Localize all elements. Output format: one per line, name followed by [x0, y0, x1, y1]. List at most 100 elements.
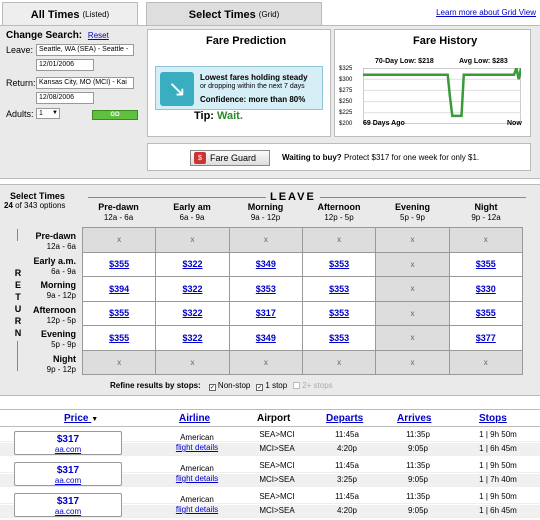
sort-price-link[interactable]: Price ▼	[64, 413, 98, 424]
leave-city-input[interactable]: Seattle, WA (SEA) - Seattle -	[36, 44, 134, 56]
itinerary-price: $317	[56, 496, 80, 507]
leave-date-input[interactable]: 12/01/2006	[36, 59, 94, 71]
grid-row: $394 $322 $353 $353 x $330	[83, 277, 523, 302]
sort-down-icon: ▼	[91, 416, 99, 423]
chart-frame	[363, 68, 521, 124]
sort-stops-link[interactable]: Stops	[479, 413, 507, 424]
grid-cell-unavailable: x	[376, 350, 450, 375]
flight-details-link[interactable]: flight details	[175, 474, 219, 483]
refine-stops: Refine results by stops: ✓ Non-stop ✓ 1 sto…	[110, 381, 333, 391]
grid-cell-unavailable: x	[376, 277, 450, 302]
arrow-down-right-icon: ↘	[160, 72, 194, 106]
grid-cell-price[interactable]: $355	[449, 252, 523, 277]
itinerary-price: $317	[56, 465, 80, 476]
grid-cell-price[interactable]: $355	[83, 301, 157, 326]
itinerary-leg-row: SEA>MCI 11:45a 11:35p 1 | 9h 50m	[0, 460, 540, 473]
column-header: Afternoon 12p - 5p	[303, 202, 376, 223]
column-range: 12a - 6a	[103, 213, 134, 222]
tab-all-times-label: All Times	[30, 8, 80, 21]
flight-details-link[interactable]: flight details	[175, 443, 219, 452]
grid-cell-price[interactable]: $353	[302, 301, 377, 326]
return-letter: T	[15, 292, 21, 302]
sort-airline-link[interactable]: Airline	[179, 413, 211, 424]
tab-all-times[interactable]: All Times (Listed)	[2, 2, 138, 26]
reset-link[interactable]: Reset	[87, 31, 109, 40]
leg-airport: MCI>SEA	[259, 506, 295, 515]
row-header: Evening 5p - 9p	[28, 329, 76, 350]
row-name: Pre-dawn	[35, 231, 76, 241]
price-button[interactable]: $317 aa.com	[14, 493, 122, 517]
grid-cell-price[interactable]: $353	[229, 277, 303, 302]
leg-departs: 3:25p	[336, 475, 358, 484]
grid-cell-unavailable: x	[83, 350, 157, 375]
booking-site-link[interactable]: aa.com	[54, 445, 82, 454]
return-city-input[interactable]: Kansas City, MO (MCI) - Kai	[36, 77, 134, 89]
return-letter: R	[14, 316, 22, 326]
sort-departs-link[interactable]: Departs	[326, 413, 364, 424]
go-button[interactable]: GO	[92, 110, 138, 120]
grid-cell-price[interactable]: $355	[449, 301, 523, 326]
tab-select-times-sub: (Grid)	[258, 10, 280, 19]
row-header: Early a.m. 6a - 9a	[28, 256, 76, 277]
fare-history-line	[363, 68, 521, 118]
grid-cell-unavailable: x	[302, 350, 377, 375]
leg-departs: 11:45a	[335, 492, 359, 501]
grid-cell-price[interactable]: $322	[156, 326, 230, 351]
grid-cell-price[interactable]: $353	[302, 252, 377, 277]
grid-cell-price[interactable]: $322	[156, 301, 230, 326]
sort-arrives-link[interactable]: Arrives	[397, 413, 432, 424]
row-range: 12a - 6a	[46, 242, 76, 251]
grid-cell-unavailable: x	[376, 326, 450, 351]
column-header: Night 9p - 12a	[450, 202, 523, 223]
stop-checkbox[interactable]: ✓	[256, 384, 264, 391]
grid-cell-price[interactable]: $317	[229, 301, 303, 326]
grid-cell-price[interactable]: $322	[156, 277, 230, 302]
grid-cell-price[interactable]: $353	[302, 277, 377, 302]
booking-site-link[interactable]: aa.com	[54, 476, 82, 485]
leg-arrives: 11:35p	[406, 492, 430, 501]
stop-checkbox-label: 2+ stops	[302, 381, 333, 390]
price-button[interactable]: $317 aa.com	[14, 431, 122, 455]
price-button[interactable]: $317 aa.com	[14, 462, 122, 486]
column-header: Morning 9a - 12p	[229, 202, 302, 223]
grid-cell-price[interactable]: $349	[229, 252, 303, 277]
adults-select[interactable]: 1 ▼	[36, 108, 60, 119]
fare-guard-question: Waiting to buy?	[282, 153, 342, 162]
column-name: Early am	[173, 202, 211, 212]
x-label-end: Now	[507, 120, 522, 127]
grid-cell-price[interactable]: $377	[449, 326, 523, 351]
leg-arrives: 11:35p	[406, 461, 430, 470]
stop-checkbox[interactable]: ✓	[208, 384, 216, 391]
row-header: Morning 9a - 12p	[28, 280, 77, 301]
leg-stops: 1 | 6h 45m	[479, 444, 517, 453]
column-header: Pre-dawn 12a - 6a	[82, 202, 155, 223]
grid-cell-price[interactable]: $353	[302, 326, 377, 351]
airline-cell: American flight details	[158, 433, 236, 453]
grid-cell-price[interactable]: $394	[83, 277, 157, 302]
grid-cell-price[interactable]: $349	[229, 326, 303, 351]
leg-arrives: 9:05p	[407, 444, 429, 453]
column-range: 9p - 12a	[471, 213, 501, 222]
fare-guard-button[interactable]: $ Fare Guard	[190, 150, 270, 166]
grid-cell-price[interactable]: $330	[449, 277, 523, 302]
y-tick-label: $250	[339, 99, 353, 105]
return-date-input[interactable]: 12/08/2006	[36, 92, 94, 104]
fare-guard-desc: Protect $317 for one week for only $1.	[343, 153, 480, 162]
leg-airport: SEA>MCI	[259, 461, 295, 470]
column-range: 12p - 5p	[324, 213, 354, 222]
flight-details-link[interactable]: flight details	[175, 505, 219, 514]
grid-cell-price[interactable]: $355	[83, 326, 157, 351]
row-name: Morning	[40, 280, 77, 290]
learn-more-link[interactable]: Learn more about Grid View	[436, 8, 536, 17]
column-name: Pre-dawn	[98, 202, 139, 212]
shield-dollar-icon: $	[194, 152, 206, 164]
booking-site-link[interactable]: aa.com	[54, 507, 82, 516]
grid-cell-unavailable: x	[83, 228, 157, 253]
grid-cell-price[interactable]: $355	[83, 252, 157, 277]
fare-history-low: 70-Day Low: $218	[375, 58, 434, 65]
chevron-down-icon: ▼	[52, 110, 58, 116]
tab-select-times[interactable]: Select Times (Grid)	[146, 2, 322, 26]
tab-select-times-label: Select Times	[188, 8, 256, 21]
grid-cell-price[interactable]: $322	[156, 252, 230, 277]
